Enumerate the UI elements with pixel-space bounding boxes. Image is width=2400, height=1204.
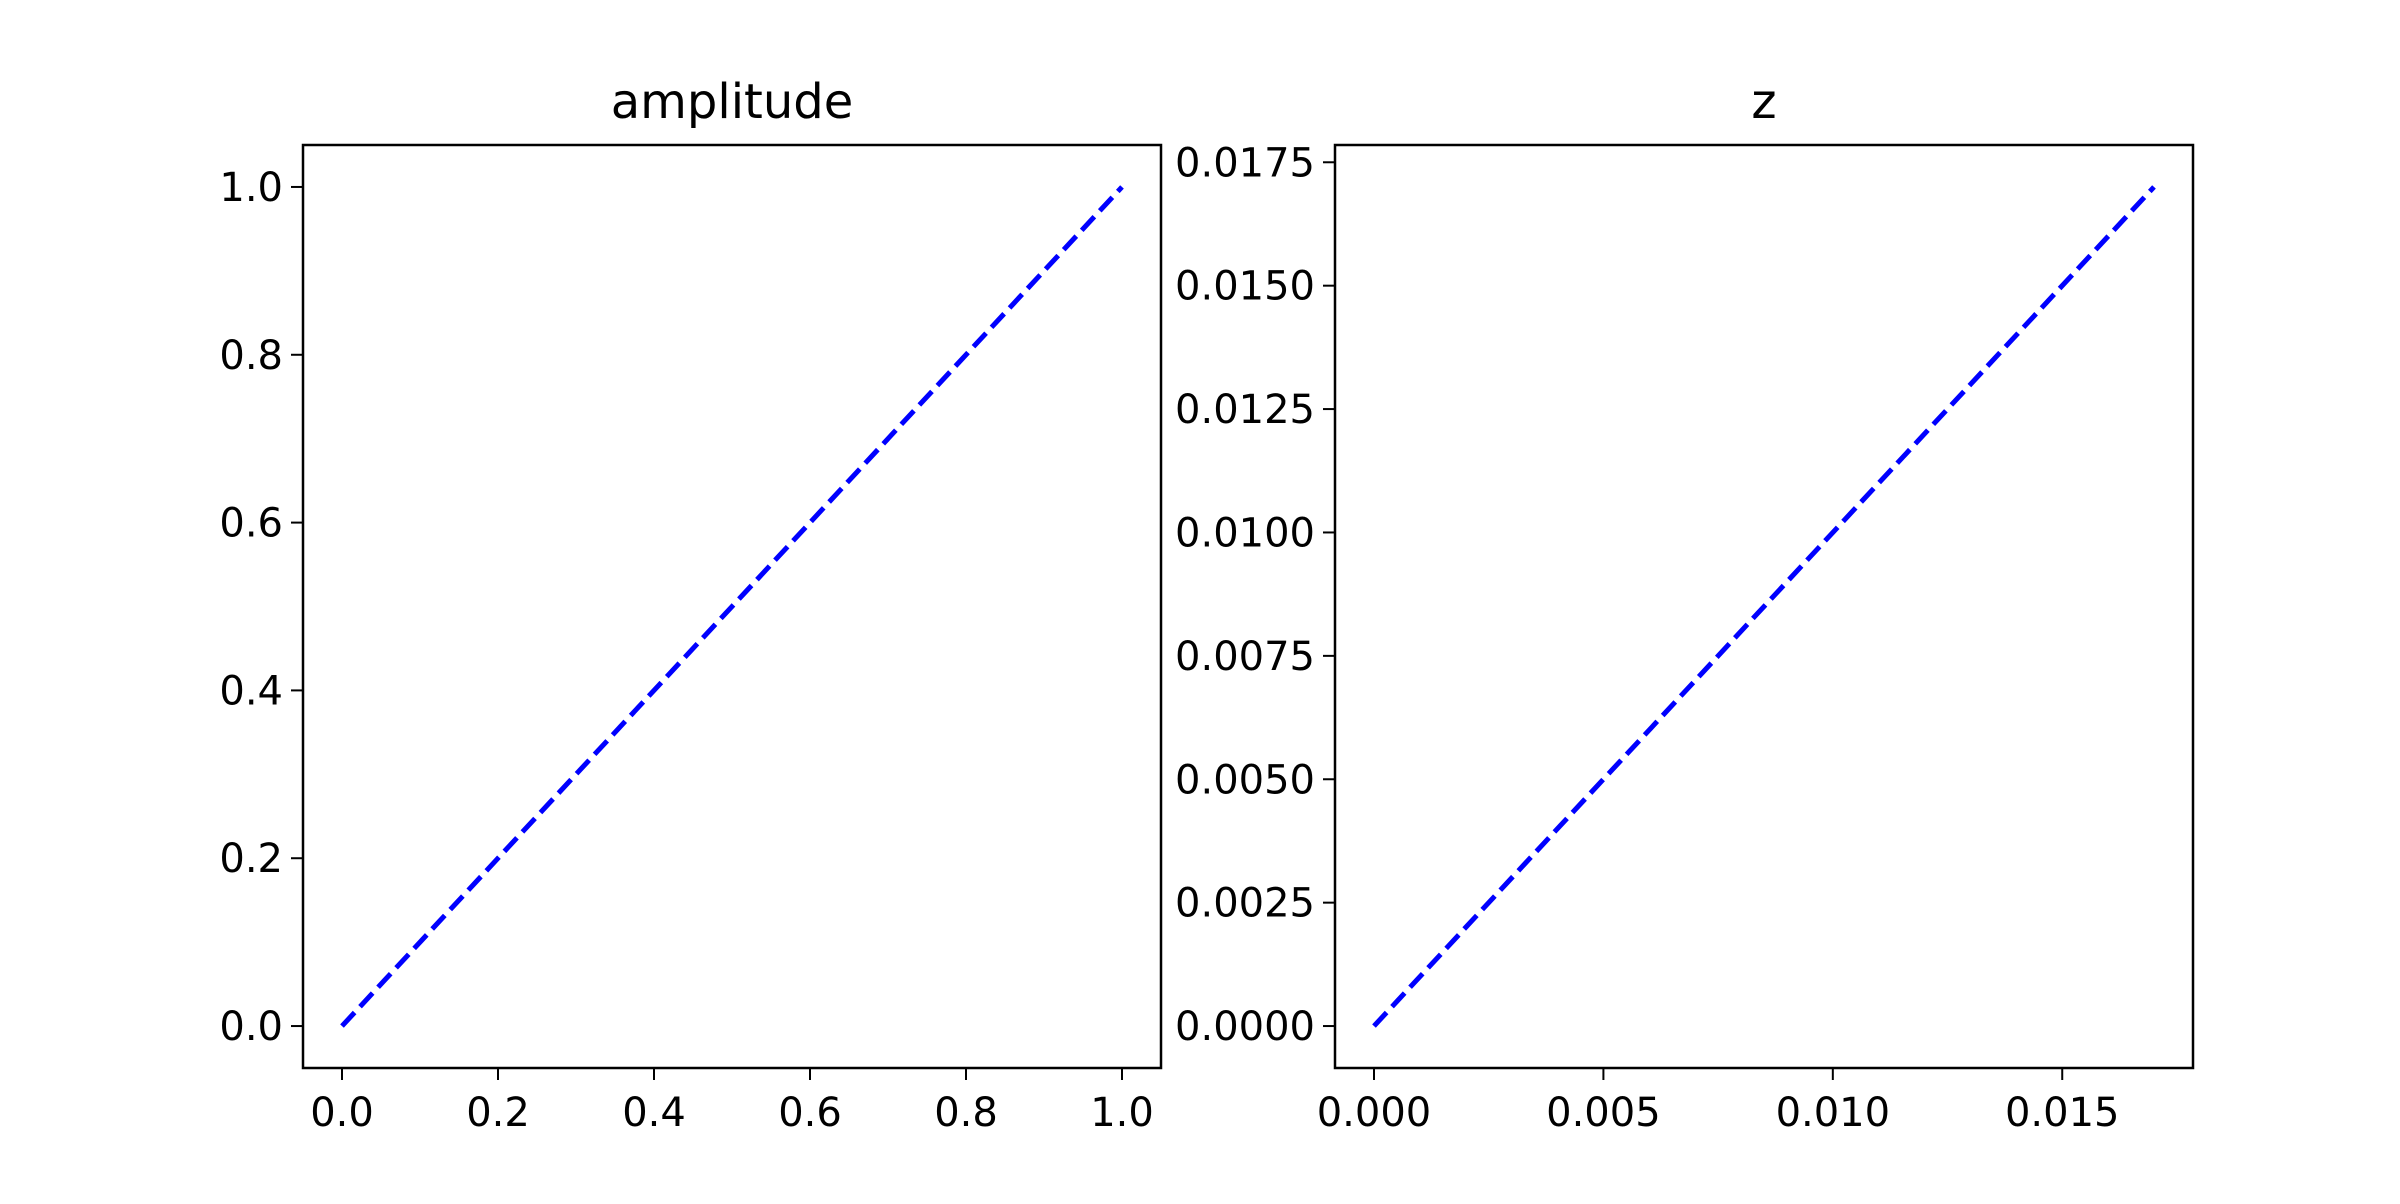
- chart-panel-2: 0.000 0.005 0.010 0.015 0.0000 0.0025 0.0050 0.…: [1175, 74, 2195, 1136]
- series-line-1: [1372, 185, 2156, 1028]
- x-tick-label: 0.010: [1776, 1090, 1891, 1136]
- y-tick-label: 0.0025: [1175, 881, 1315, 927]
- y-tick-label: 0.0150: [1175, 264, 1315, 310]
- y-tick-label: 0.2: [219, 836, 283, 882]
- y-tick-label: 0.8: [219, 333, 283, 379]
- y-tick-label: 0.0100: [1175, 510, 1315, 556]
- y-tick-label: 1.0: [219, 165, 283, 211]
- y-tick-label: 0.0175: [1175, 140, 1315, 186]
- y-tick-label: 0.0050: [1175, 757, 1315, 803]
- x-tick-label: 1.0: [1090, 1090, 1154, 1136]
- x-tick-label: 0.2: [466, 1090, 530, 1136]
- chart-title: amplitude: [611, 74, 854, 130]
- y-tick-label: 0.0075: [1175, 634, 1315, 680]
- x-tick-label: 0.8: [934, 1090, 998, 1136]
- y-tick-label: 0.0: [219, 1004, 283, 1050]
- y-tick-label: 0.6: [219, 501, 283, 547]
- series-line-1: [340, 185, 1124, 1028]
- y-tick-label: 0.0000: [1175, 1004, 1315, 1050]
- x-tick-label: 0.0: [310, 1090, 374, 1136]
- axes-frame: [301, 143, 1163, 1070]
- chart-panel-1: 0.0 0.2 0.4 0.6 0.8 1.0 0.0 0.2 0.4 0.6 0.8 1.0 ampl…: [219, 74, 1163, 1136]
- chart-title: z: [1751, 74, 1776, 130]
- x-tick-label: 0.6: [778, 1090, 842, 1136]
- x-tick-label: 0.4: [622, 1090, 686, 1136]
- axes-frame: [1333, 143, 2195, 1070]
- x-tick-label: 0.000: [1317, 1090, 1432, 1136]
- x-tick-label: 0.015: [2005, 1090, 2120, 1136]
- y-tick-label: 0.4: [219, 668, 283, 714]
- x-tick-label: 0.005: [1546, 1090, 1661, 1136]
- y-tick-label: 0.0125: [1175, 387, 1315, 433]
